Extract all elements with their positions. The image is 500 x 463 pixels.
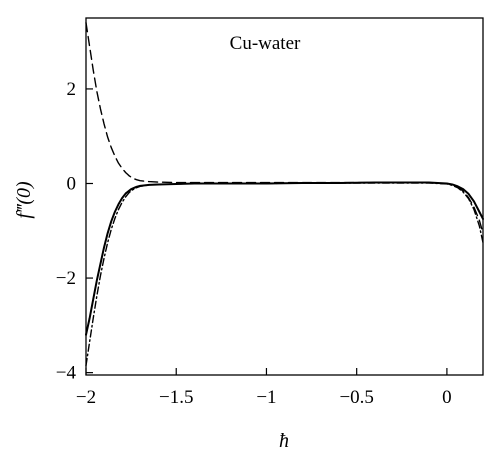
y-axis: 2 0 −2 −4 [56,79,93,384]
chart-annotation: Cu-water [230,33,301,54]
y-tick-label: −4 [56,363,77,384]
plot-frame [85,17,484,376]
x-tick-label: −1 [256,387,276,408]
x-tick-label: 0 [442,387,452,408]
series-line-dashed [85,22,484,234]
y-tick-label: 0 [67,173,77,194]
y-axis-title: f‴(0) [13,181,35,219]
x-axis: −2 −1.5 −1 −0.5 0 [76,368,452,408]
y-tick-label: 2 [67,79,77,100]
series-line-solid [85,181,484,336]
series-line-dash-dot [85,182,484,367]
y-tick-label: −2 [56,268,76,289]
x-tick-label: −2 [76,387,96,408]
x-axis-title: ħ [279,430,289,452]
plot-area [85,22,484,367]
x-tick-label: −1.5 [159,387,193,408]
x-tick-label: −0.5 [339,387,373,408]
